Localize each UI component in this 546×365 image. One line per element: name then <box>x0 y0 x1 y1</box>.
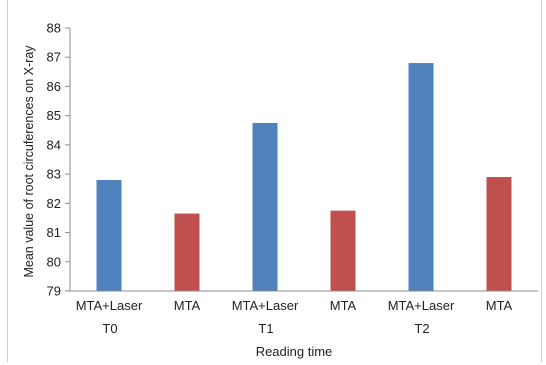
x-axis: MTA+Laser MTA MTA+Laser MTA MTA+Laser MTA T0 T1… <box>70 290 538 336</box>
y-tick-label: 87 <box>47 50 61 65</box>
bar-mta <box>486 177 512 291</box>
x-tick-label: MTA <box>330 298 357 313</box>
y-tick-label: 86 <box>47 79 61 94</box>
x-tick-label: MTA+Laser <box>388 298 455 313</box>
bar-mta-laser <box>252 122 278 291</box>
y-axis: 79 80 81 82 83 84 85 86 87 88 <box>47 21 71 299</box>
x-axis-label: Reading time <box>256 344 333 359</box>
y-tick-label: 80 <box>47 254 61 269</box>
x-tick-label: MTA+Laser <box>232 298 299 313</box>
x-group-label: T0 <box>102 321 117 336</box>
x-group-label: T1 <box>258 321 273 336</box>
y-tick-label: 88 <box>47 21 61 36</box>
x-group-label: T2 <box>414 321 429 336</box>
y-tick-label: 82 <box>47 196 61 211</box>
bars <box>96 63 512 291</box>
bar-mta <box>330 210 356 291</box>
y-tick-label: 84 <box>47 137 61 152</box>
y-tick-label: 81 <box>47 225 61 240</box>
frame-border-left <box>7 0 8 362</box>
y-tick-label: 83 <box>47 167 61 182</box>
y-axis-label: Mean value of root circuferences on X-ra… <box>22 45 36 278</box>
bar-mta <box>174 213 200 291</box>
x-tick-label: MTA <box>174 298 201 313</box>
y-tick-label: 79 <box>47 284 61 299</box>
x-tick-label: MTA+Laser <box>76 298 143 313</box>
bar-mta-laser <box>408 63 434 291</box>
y-tick-label: 85 <box>47 108 61 123</box>
bar-mta-laser <box>96 179 122 291</box>
frame-border-right <box>541 0 542 362</box>
x-tick-label: MTA <box>486 298 513 313</box>
